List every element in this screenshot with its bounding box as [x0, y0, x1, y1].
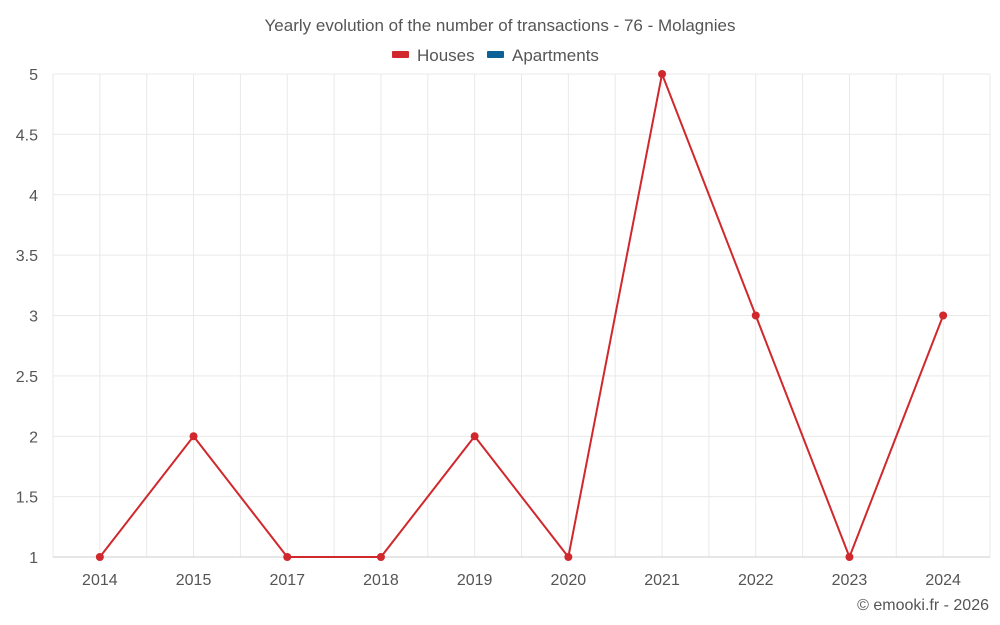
legend-label-apartments: Apartments [512, 46, 599, 65]
series-line-houses [99, 73, 945, 558]
data-point[interactable] [564, 553, 573, 561]
x-tick-label: 2020 [551, 572, 587, 589]
data-point[interactable] [658, 70, 667, 78]
data-point[interactable] [189, 432, 198, 441]
data-point[interactable] [376, 553, 385, 561]
legend: Houses Apartments [392, 46, 599, 65]
y-tick-label: 2.5 [16, 369, 38, 386]
y-tick-label: 3.5 [16, 248, 38, 265]
x-tick-label: 2024 [925, 572, 961, 589]
y-tick-label: 1 [29, 550, 38, 567]
y-tick-label: 4.5 [16, 127, 38, 144]
x-tick-label: 2014 [82, 572, 118, 589]
y-tick-label: 4 [29, 188, 38, 205]
y-tick-label: 3 [29, 309, 38, 326]
y-tick-label: 2 [29, 429, 38, 446]
x-tick-label: 2017 [269, 572, 305, 589]
legend-label-houses: Houses [417, 46, 475, 65]
data-point[interactable] [95, 553, 104, 561]
legend-swatch-houses [392, 51, 409, 58]
legend-item-houses[interactable]: Houses [392, 46, 475, 65]
data-point[interactable] [939, 311, 948, 320]
x-axis-ticks: 2014 2015 2017 2018 2019 2020 2021 2022 2023 2024 [82, 572, 961, 589]
x-tick-label: 2021 [644, 572, 680, 589]
x-tick-label: 2022 [738, 572, 774, 589]
y-tick-label: 1.5 [16, 490, 38, 507]
grid [52, 73, 991, 558]
credit-text: © emooki.fr - 2026 [857, 597, 989, 614]
data-point[interactable] [845, 553, 854, 561]
series-houses [95, 70, 948, 561]
x-tick-label: 2019 [457, 572, 493, 589]
legend-swatch-apartments [487, 51, 504, 58]
data-point[interactable] [283, 553, 292, 561]
x-tick-label: 2023 [832, 572, 868, 589]
y-tick-label: 5 [29, 67, 38, 84]
legend-item-apartments[interactable]: Apartments [487, 46, 599, 65]
x-tick-label: 2018 [363, 572, 399, 589]
x-tick-label: 2015 [176, 572, 212, 589]
data-point[interactable] [751, 311, 760, 320]
y-axis-ticks: 1 1.5 2 2.5 3 3.5 4 4.5 5 [16, 67, 38, 567]
data-point[interactable] [470, 432, 479, 441]
chart-title: Yearly evolution of the number of transa… [265, 16, 736, 35]
